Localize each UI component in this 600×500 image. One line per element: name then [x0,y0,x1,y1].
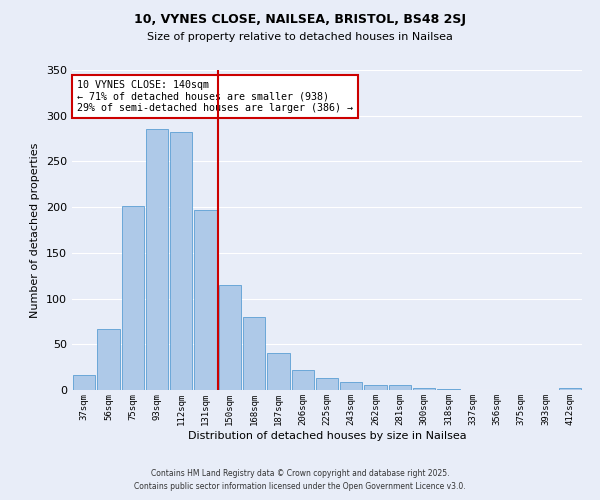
Bar [194,210,217,390]
Bar [364,386,387,390]
Bar [243,317,265,390]
Text: Size of property relative to detached houses in Nailsea: Size of property relative to detached ho… [147,32,453,42]
Text: 10 VYNES CLOSE: 140sqm
← 71% of detached houses are smaller (938)
29% of semi-de: 10 VYNES CLOSE: 140sqm ← 71% of detached… [77,80,353,113]
Y-axis label: Number of detached properties: Number of detached properties [31,142,40,318]
Text: Contains public sector information licensed under the Open Government Licence v3: Contains public sector information licen… [134,482,466,491]
Bar [73,376,95,390]
Bar [267,354,290,390]
Bar [389,384,411,390]
Bar [146,130,168,390]
Bar [340,382,362,390]
Bar [218,285,241,390]
Text: Contains HM Land Registry data © Crown copyright and database right 2025.: Contains HM Land Registry data © Crown c… [151,468,449,477]
Bar [413,388,436,390]
Bar [316,378,338,390]
Bar [559,388,581,390]
Bar [170,132,193,390]
Bar [97,328,119,390]
X-axis label: Distribution of detached houses by size in Nailsea: Distribution of detached houses by size … [188,430,466,440]
Text: 10, VYNES CLOSE, NAILSEA, BRISTOL, BS48 2SJ: 10, VYNES CLOSE, NAILSEA, BRISTOL, BS48 … [134,12,466,26]
Bar [122,206,144,390]
Bar [437,389,460,390]
Bar [292,370,314,390]
